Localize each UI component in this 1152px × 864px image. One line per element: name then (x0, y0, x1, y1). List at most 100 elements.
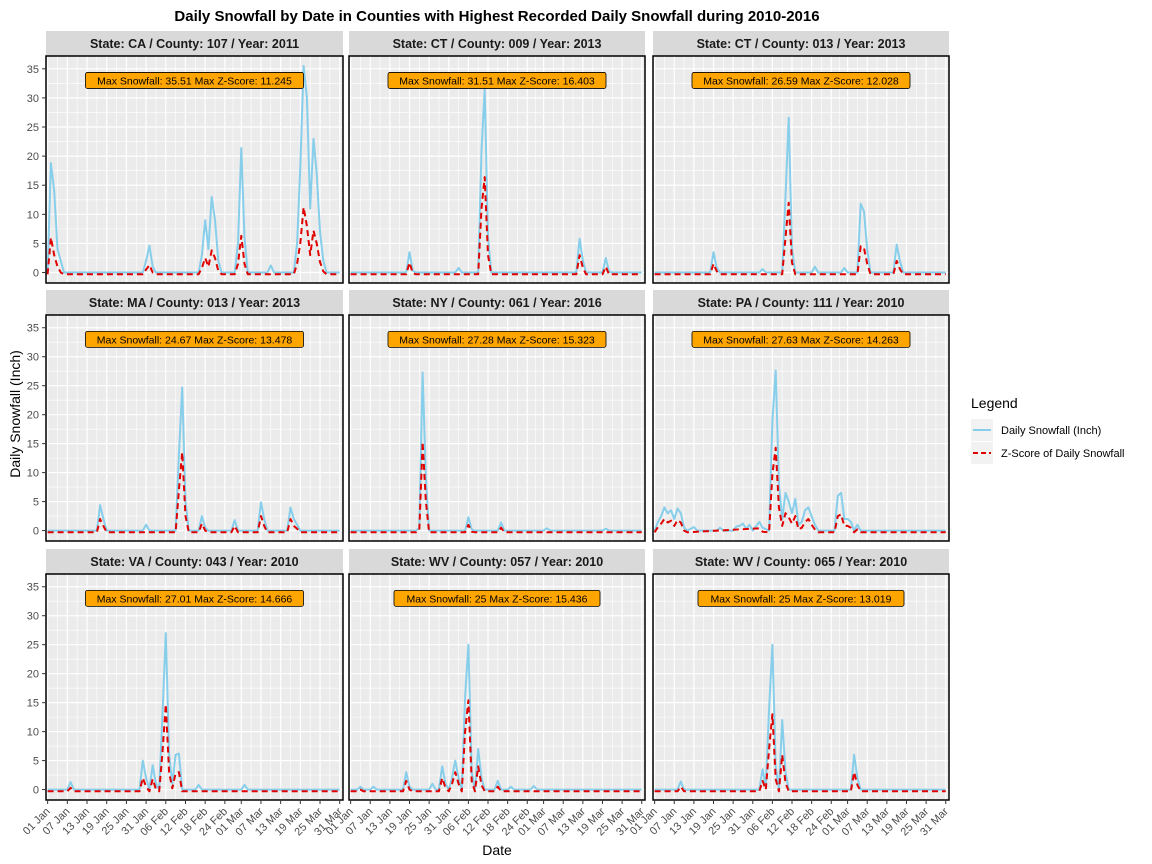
facet-strip-label: State: PA / County: 111 / Year: 2010 (698, 296, 905, 310)
facet-panel: State: NY / County: 061 / Year: 2016 Max … (348, 290, 646, 542)
annotation-box (691, 72, 911, 89)
facet-strip (653, 290, 949, 315)
facet-strip-label: State: VA / County: 043 / Year: 2010 (90, 555, 298, 569)
y-tick-label: 20 (27, 410, 39, 422)
y-tick-label: 15 (27, 180, 39, 192)
y-axis-title: Daily Snowfall (Inch) (7, 350, 23, 478)
y-tick-label: 25 (27, 122, 39, 134)
facet-panel: State: WV / County: 065 / Year: 2010 Max … (628, 549, 951, 838)
panel-border (45, 573, 344, 801)
facet-strip (46, 31, 343, 56)
facet-strip (349, 31, 645, 56)
y-tick-label: 15 (27, 698, 39, 710)
annotation-label: Max Snowfall: 26.59 Max Z-Score: 12.028 (703, 75, 899, 87)
facet-panel: State: WV / County: 057 / Year: 2010 Max … (324, 549, 647, 838)
panel-background (349, 574, 645, 800)
facet-strip-label: State: MA / County: 013 / Year: 2013 (89, 296, 300, 310)
y-tick-label: 30 (27, 611, 39, 623)
annotation-box (85, 330, 304, 348)
y-tick-label: 30 (27, 93, 39, 105)
x-axis-title: Date (482, 842, 512, 858)
y-tick-label: 10 (27, 727, 39, 739)
legend-label: Daily Snowfall (Inch) (1001, 425, 1101, 437)
panel-background (46, 56, 343, 283)
annotation-box (85, 589, 304, 607)
snowfall-series-line (653, 369, 946, 532)
annotation-box (85, 72, 304, 89)
zscore-series-line (46, 206, 340, 276)
facet-panel: State: VA / County: 043 / Year: 2010 Max … (21, 549, 345, 838)
annotation-label: Max Snowfall: 27.01 Max Z-Score: 14.666 (97, 593, 293, 605)
annotation-label: Max Snowfall: 31.51 Max Z-Score: 16.403 (399, 75, 595, 87)
annotation-box (393, 589, 601, 607)
annotation-box (387, 330, 607, 348)
snowfall-series-line (350, 643, 642, 791)
zscore-series-line (350, 176, 642, 276)
annotation-box (697, 589, 905, 607)
annotation-label: Max Snowfall: 27.63 Max Z-Score: 14.263 (703, 334, 899, 346)
zscore-series-line (653, 446, 946, 534)
annotation-label: Max Snowfall: 25 Max Z-Score: 13.019 (711, 593, 892, 605)
y-tick-label: 10 (27, 468, 39, 480)
facet-strip-label: State: CA / County: 107 / Year: 2011 (90, 37, 299, 51)
panel-border (348, 314, 646, 542)
annotation-label: Max Snowfall: 25 Max Z-Score: 15.436 (407, 593, 588, 605)
y-tick-label: 15 (27, 439, 39, 451)
panel-border (348, 55, 646, 284)
panel-border (45, 314, 344, 542)
y-tick-label: 20 (27, 669, 39, 681)
y-tick-label: 35 (27, 64, 39, 76)
panel-border (652, 573, 950, 801)
facet-strip-label: State: CT / County: 013 / Year: 2013 (697, 37, 906, 51)
panel-border (652, 314, 950, 542)
facet-strip (349, 290, 645, 315)
facet-strip-label: State: NY / County: 061 / Year: 2016 (392, 296, 601, 310)
panel-background (653, 574, 949, 800)
snowfall-series-line (46, 64, 340, 274)
panel-border (652, 55, 950, 284)
gridlines (46, 315, 343, 541)
y-tick-label: 10 (27, 209, 39, 221)
facet-panel: State: CA / County: 107 / Year: 2011 Max … (27, 31, 344, 284)
y-tick-label: 25 (27, 640, 39, 652)
legend-title: Legend (971, 395, 1018, 411)
gridlines (46, 574, 343, 800)
y-tick-label: 0 (33, 268, 39, 280)
facet-strip-label: State: WV / County: 057 / Year: 2010 (391, 555, 603, 569)
annotation-label: Max Snowfall: 35.51 Max Z-Score: 11.245 (97, 75, 292, 87)
panel-background (46, 574, 343, 800)
y-tick-label: 5 (33, 238, 39, 250)
panel-border (45, 55, 344, 284)
facet-panel: State: MA / County: 013 / Year: 2013 Max … (27, 290, 344, 542)
gridlines (653, 56, 949, 283)
panel-background (349, 315, 645, 541)
chart-title: Daily Snowfall by Date in Counties with … (174, 8, 819, 25)
y-tick-label: 35 (27, 323, 39, 335)
snowfall-series-line (47, 632, 340, 791)
zscore-series-line (654, 713, 946, 793)
facet-strip (46, 290, 343, 315)
annotation-box (387, 72, 607, 89)
panel-background (349, 56, 645, 283)
y-tick-label: 0 (33, 526, 39, 538)
legend: Legend Daily Snowfall (Inch) Z-Score of D… (971, 395, 1125, 464)
snowfall-series-line (654, 116, 946, 274)
zscore-series-line (350, 699, 642, 793)
panel-background (653, 315, 949, 541)
gridlines (349, 56, 645, 283)
panel-background (46, 315, 343, 541)
facet-strip (349, 549, 645, 574)
facet-panel: State: PA / County: 111 / Year: 2010 Max … (652, 290, 950, 542)
zscore-series-line (350, 440, 642, 534)
annotation-box (691, 330, 911, 348)
panel-background (653, 56, 949, 283)
snowfall-series-line (350, 371, 642, 532)
annotation-label: Max Snowfall: 24.67 Max Z-Score: 13.478 (97, 334, 293, 346)
y-tick-label: 5 (33, 756, 39, 768)
facet-panel: State: CT / County: 013 / Year: 2013 Max … (652, 31, 950, 284)
y-tick-label: 5 (33, 497, 39, 509)
facet-strip (653, 31, 949, 56)
zscore-series-line (654, 201, 946, 276)
y-tick-label: 35 (27, 582, 39, 594)
y-tick-label: 0 (33, 785, 39, 797)
